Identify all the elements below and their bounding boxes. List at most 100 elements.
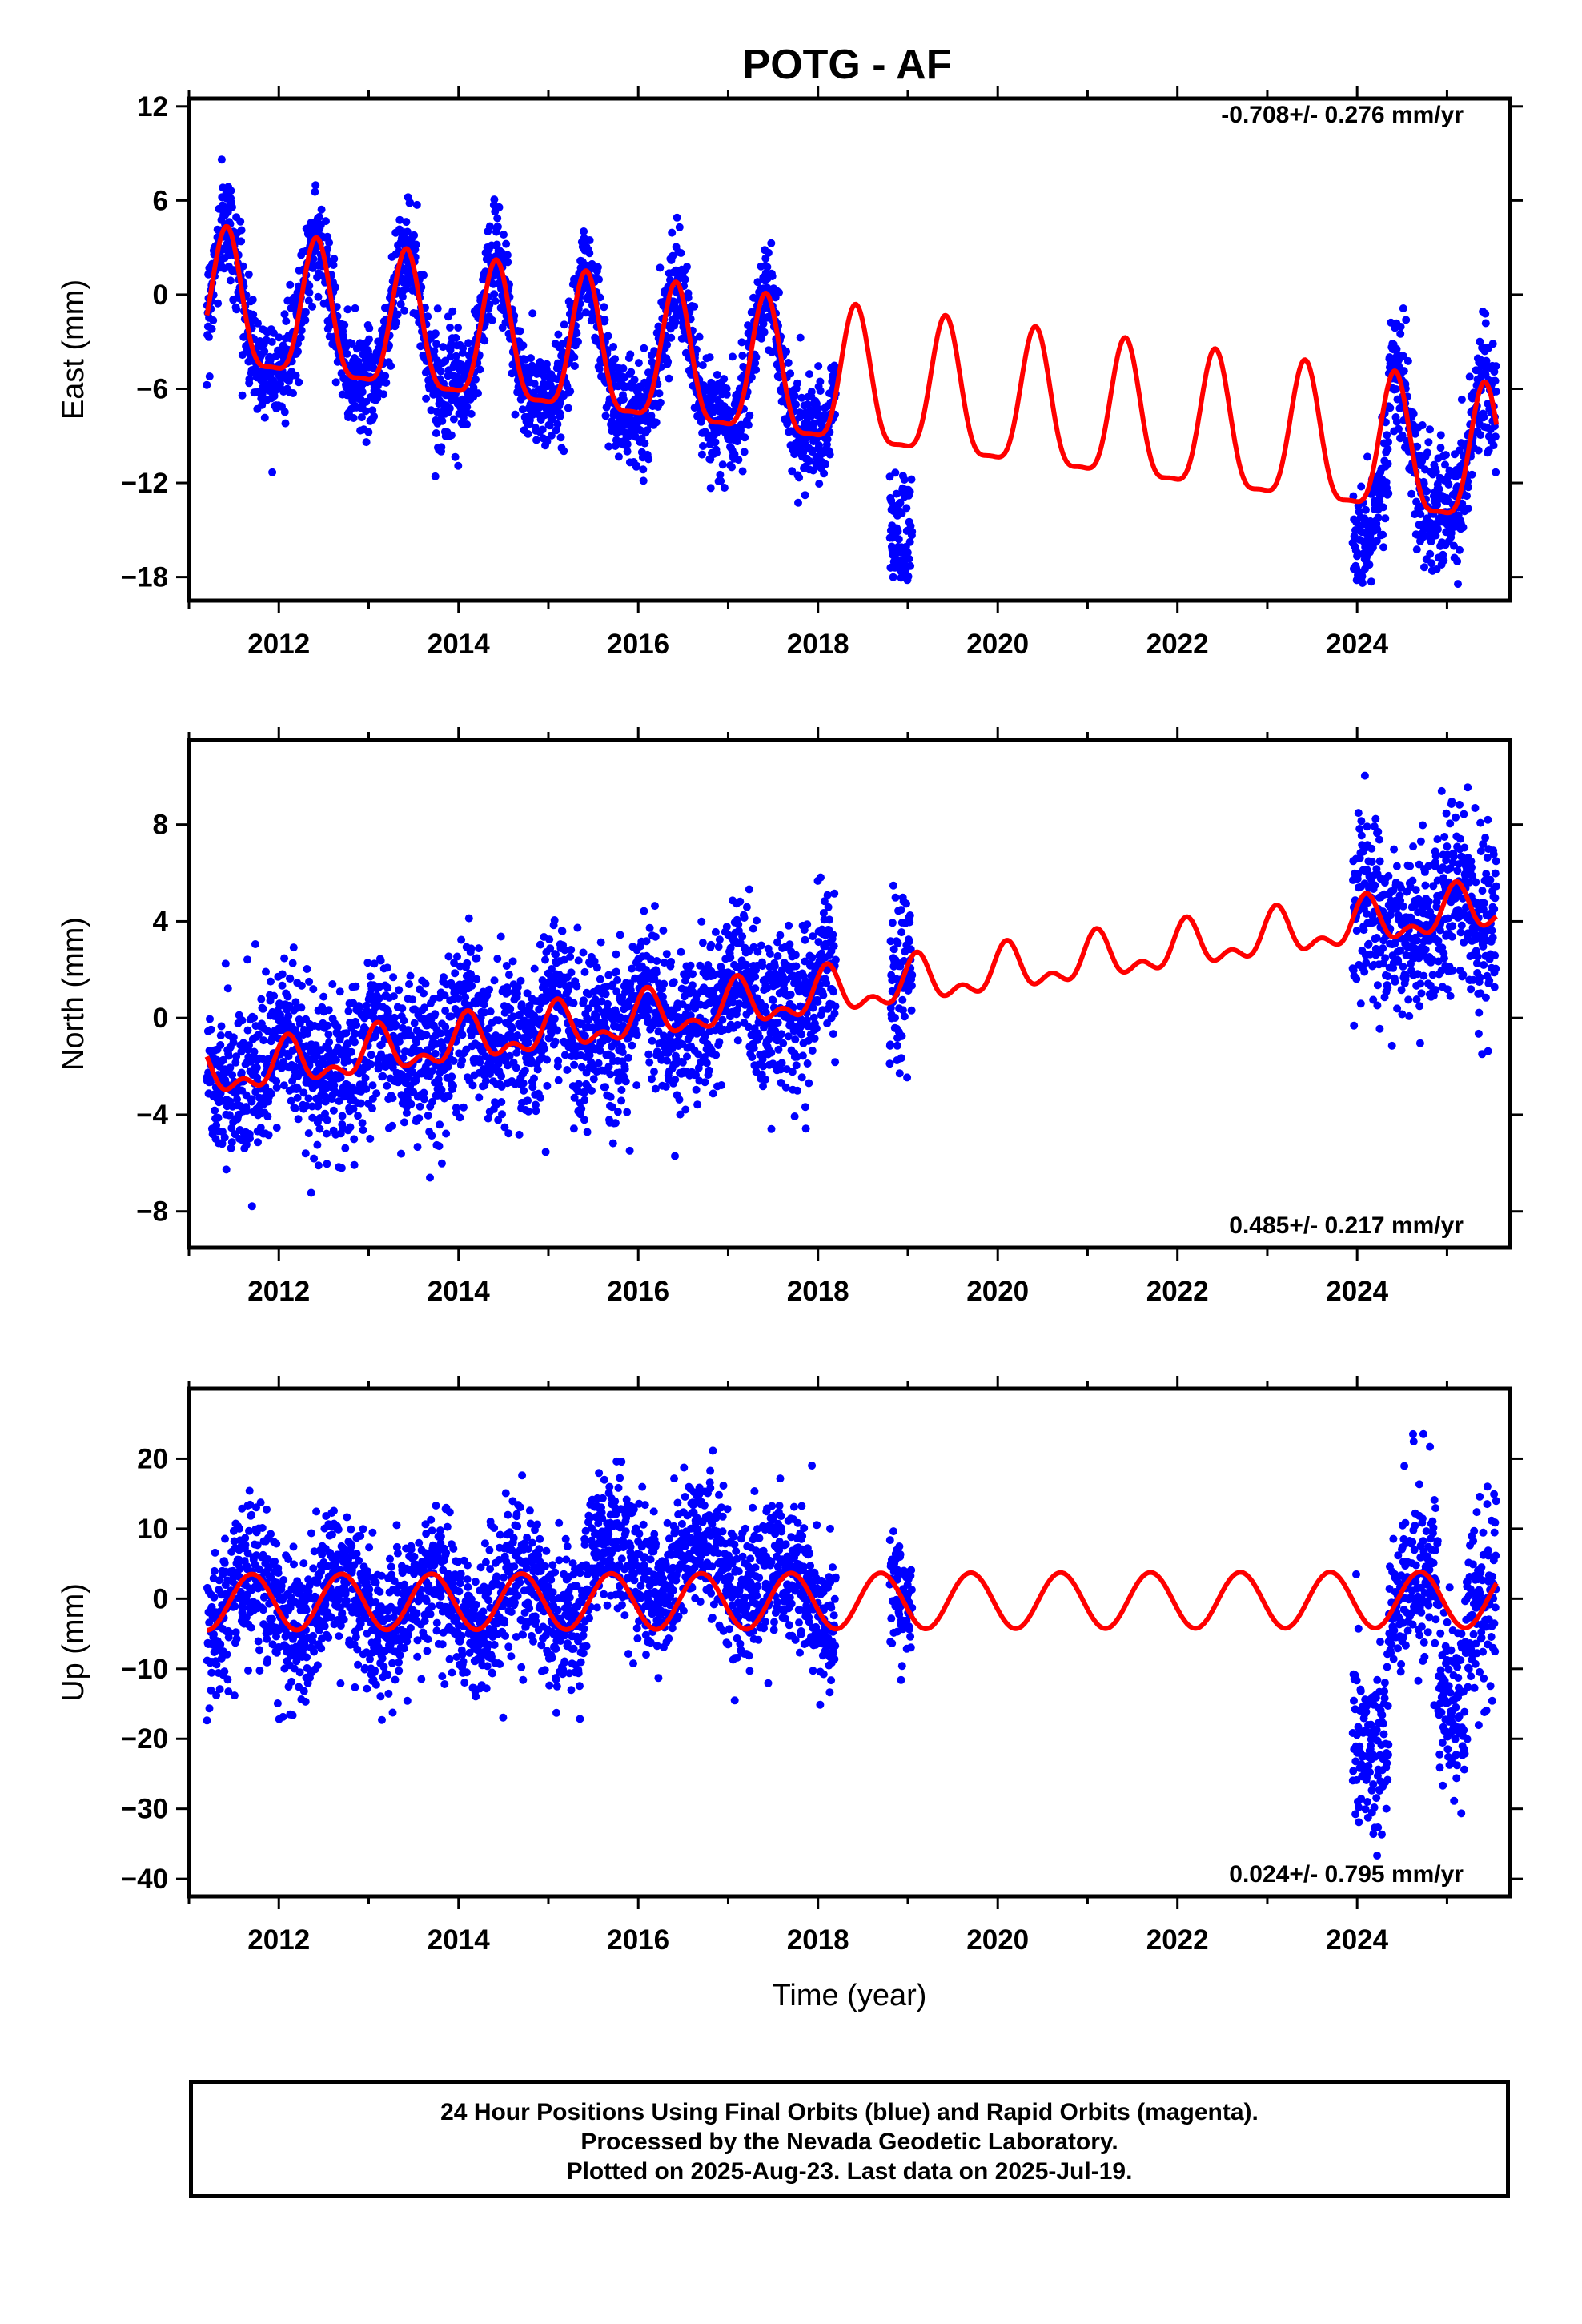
data-point [313, 1140, 322, 1149]
data-point [908, 527, 917, 536]
data-point [441, 1007, 450, 1015]
data-point [689, 970, 697, 979]
data-point [1353, 549, 1362, 557]
data-point [632, 1081, 641, 1090]
data-point [452, 352, 460, 360]
data-point [358, 1119, 367, 1128]
data-point [364, 428, 373, 436]
data-point [407, 1100, 416, 1108]
data-point [1457, 395, 1466, 404]
data-point [1464, 483, 1472, 492]
data-point [358, 388, 367, 396]
data-point [1391, 385, 1400, 393]
data-point [291, 371, 300, 380]
data-point [601, 990, 610, 999]
data-point [349, 414, 358, 422]
data-point [303, 965, 311, 973]
data-point [224, 1051, 233, 1060]
data-point [262, 967, 270, 976]
data-point [207, 1078, 215, 1087]
data-point [906, 561, 915, 570]
data-point [315, 1097, 323, 1106]
data-point [740, 448, 749, 456]
data-point [793, 379, 801, 388]
data-point [570, 362, 579, 370]
data-point [577, 1104, 586, 1113]
data-point [254, 1138, 262, 1147]
data-point [444, 952, 453, 961]
data-point [654, 322, 663, 331]
data-point [502, 239, 511, 248]
data-point [315, 1124, 324, 1133]
data-point [469, 384, 478, 392]
data-point [763, 263, 772, 271]
data-point [1413, 442, 1422, 451]
data-point [612, 950, 620, 959]
data-point [652, 968, 661, 977]
data-point [1423, 487, 1431, 496]
data-point [632, 1031, 641, 1039]
data-point [225, 1111, 234, 1120]
data-point [545, 935, 554, 944]
data-point [396, 215, 404, 224]
data-point [497, 1082, 506, 1091]
data-point [349, 1104, 358, 1113]
data-point [402, 1108, 411, 1117]
data-point [323, 245, 331, 254]
y-tick-label: −6 [136, 373, 168, 404]
model-curve-east [204, 223, 1500, 516]
data-point [447, 431, 456, 440]
data-point [396, 300, 405, 308]
data-point [227, 1138, 236, 1147]
data-point [441, 1023, 450, 1031]
data-point [504, 1129, 513, 1138]
data-point [729, 352, 737, 361]
data-point [1489, 441, 1498, 450]
data-point [439, 343, 448, 352]
data-point [490, 195, 499, 204]
data-point [644, 455, 653, 464]
data-point [671, 1152, 679, 1160]
data-point [257, 995, 266, 1003]
data-point [604, 332, 612, 340]
data-point [420, 1088, 428, 1097]
data-point [669, 251, 677, 260]
data-point [468, 982, 476, 991]
data-point [715, 1038, 724, 1047]
data-point [280, 954, 289, 963]
data-point [667, 333, 676, 342]
data-point [328, 980, 337, 988]
data-point [302, 308, 310, 316]
data-point [284, 1011, 293, 1020]
data-point [1373, 525, 1382, 534]
data-point [467, 409, 476, 418]
data-point [397, 1149, 405, 1158]
data-point [402, 218, 411, 227]
data-point [464, 914, 473, 923]
data-point [1357, 482, 1366, 491]
x-tick-label: 2014 [428, 629, 490, 660]
data-point [412, 200, 421, 209]
data-point [305, 977, 314, 986]
data-point [1419, 479, 1428, 488]
data-point [904, 572, 913, 581]
data-point [391, 1022, 400, 1030]
data-point [560, 447, 568, 456]
data-point [293, 1093, 302, 1102]
data-point [642, 937, 651, 946]
data-point [684, 293, 693, 302]
data-point [438, 416, 447, 425]
data-point [370, 412, 379, 420]
data-point [498, 1110, 506, 1119]
data-point [314, 292, 323, 301]
data-point [541, 955, 549, 964]
data-point [297, 1003, 306, 1012]
data-point [390, 1013, 399, 1022]
data-point [1374, 513, 1383, 522]
data-point [467, 970, 476, 979]
data-point [1450, 541, 1458, 550]
data-point [294, 1115, 303, 1124]
data-point [1383, 460, 1392, 468]
data-point [896, 498, 905, 507]
data-point [237, 237, 246, 246]
